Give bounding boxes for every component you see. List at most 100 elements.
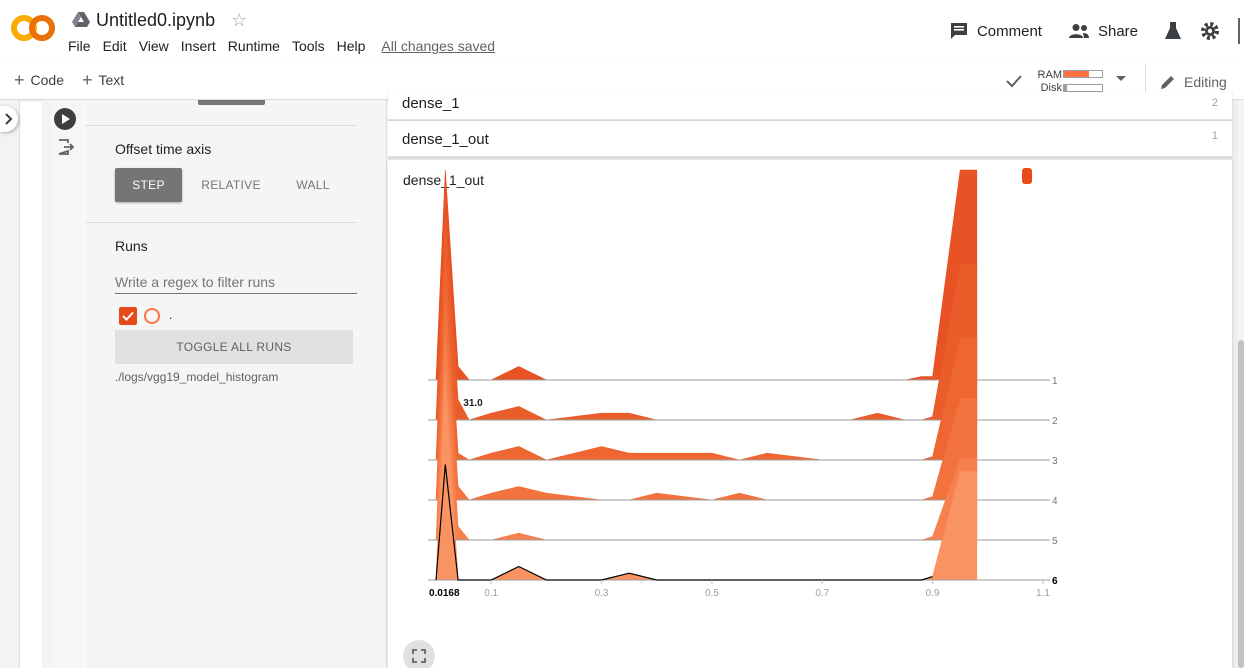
divider	[85, 222, 357, 223]
x-tick-label: 0.7	[815, 588, 829, 599]
histogram-step-2	[435, 209, 978, 421]
menu-tools[interactable]: Tools	[291, 38, 325, 54]
menu-file[interactable]: File	[68, 38, 91, 54]
x-tick-label: 0.3	[595, 588, 609, 599]
histogram-step-1	[435, 169, 978, 381]
tag-name: dense_1	[402, 95, 460, 112]
scrolled-control[interactable]	[198, 100, 265, 105]
step-label: 6	[1052, 576, 1058, 587]
run-name: .	[169, 308, 173, 322]
ram-bar-fill	[1064, 71, 1089, 77]
scrollbar-thumb[interactable]	[1238, 340, 1244, 668]
step-label: 2	[1052, 416, 1058, 427]
plus-icon: +	[14, 70, 25, 90]
menu-edit[interactable]: Edit	[102, 38, 127, 54]
offset-mode-step[interactable]: STEP	[115, 168, 182, 202]
step-label: 4	[1052, 496, 1058, 507]
check-icon	[122, 311, 134, 321]
hover-outline	[435, 464, 933, 581]
header: Untitled0.ipynb ☆ File Edit View Insert …	[0, 0, 1244, 64]
tensorboard-sidebar: Offset time axis STEP RELATIVE WALL Runs…	[85, 100, 387, 668]
disk-bar-fill	[1064, 85, 1068, 91]
fullscreen-button[interactable]	[403, 640, 435, 668]
tag-row-dense-1[interactable]: dense_1 2	[388, 92, 1232, 120]
disk-bar	[1063, 84, 1103, 92]
share-button[interactable]: Share	[1068, 23, 1138, 40]
step-label: 5	[1052, 536, 1058, 547]
gear-icon[interactable]	[1200, 21, 1220, 41]
histogram-backdrop-step-4	[436, 290, 977, 500]
cell-border	[42, 100, 50, 668]
notebook-title[interactable]: Untitled0.ipynb	[96, 9, 216, 30]
step-label: 1	[1052, 376, 1058, 387]
resource-monitor[interactable]: RAM Disk	[1006, 69, 1130, 95]
drive-icon	[72, 12, 90, 27]
histogram-step-3	[435, 249, 978, 461]
menu-bar: File Edit View Insert Runtime Tools Help…	[68, 38, 495, 54]
editing-label: Editing	[1184, 73, 1227, 90]
comment-button[interactable]: Comment	[949, 21, 1042, 41]
tag-count: 1	[1211, 130, 1218, 142]
plus-icon: +	[82, 70, 93, 90]
histogram-step-6	[435, 369, 978, 581]
run-checkbox[interactable]	[119, 307, 137, 325]
x-tick-label: 0.5	[705, 588, 719, 599]
chevron-down-icon[interactable]	[1116, 76, 1126, 81]
menu-insert[interactable]: Insert	[180, 38, 216, 54]
add-code-label: Code	[30, 72, 64, 88]
add-text-button[interactable]: + Text	[82, 70, 125, 90]
save-status[interactable]: All changes saved	[381, 38, 496, 54]
output-menu-icon[interactable]	[57, 138, 75, 161]
tag-name: dense_1_out	[402, 131, 489, 148]
comment-label: Comment	[976, 22, 1042, 40]
offset-mode-relative[interactable]: RELATIVE	[201, 178, 261, 192]
divider	[85, 125, 357, 126]
tag-row-dense-1-out[interactable]: dense_1_out 1	[388, 121, 1232, 157]
histogram-backdrop-step-6	[436, 370, 977, 580]
share-label: Share	[1097, 22, 1138, 40]
account-button[interactable]	[1238, 18, 1244, 44]
check-icon	[1006, 75, 1022, 88]
cell-gutter	[50, 100, 84, 668]
people-icon	[1068, 24, 1089, 38]
expand-side-panel-button[interactable]	[0, 106, 18, 132]
log-directory: ./logs/vgg19_model_histogram	[115, 370, 279, 384]
menu-runtime[interactable]: Runtime	[227, 38, 280, 54]
comment-icon	[950, 23, 967, 39]
run-color-legend	[1022, 168, 1032, 184]
offset-mode-wall[interactable]: WALL	[296, 178, 330, 192]
histogram-step-4	[435, 289, 978, 501]
runs-title: Runs	[115, 238, 148, 254]
page-scrollbar[interactable]	[1238, 100, 1244, 668]
star-icon[interactable]: ☆	[231, 10, 248, 30]
run-cell-button[interactable]	[54, 108, 76, 130]
menu-help[interactable]: Help	[336, 38, 366, 54]
histogram-backdrop-step-5	[436, 330, 977, 540]
histogram-backdrop-step-3	[436, 250, 977, 460]
hover-value-label: 31.0	[463, 398, 483, 409]
flask-icon[interactable]	[1164, 21, 1182, 41]
disk-label: Disk	[1040, 82, 1062, 94]
ram-bar	[1063, 70, 1103, 78]
menu-view[interactable]: View	[138, 38, 169, 54]
x-tick-label: 1.1	[1036, 588, 1050, 599]
colab-logo-icon[interactable]	[10, 12, 56, 44]
histogram-backdrop-step-2	[436, 210, 977, 420]
play-icon	[62, 114, 70, 124]
pencil-icon	[1161, 75, 1174, 89]
run-filter-input[interactable]	[115, 270, 357, 294]
side-panel-gutter	[0, 100, 20, 668]
card-title: dense_1_out	[403, 172, 484, 188]
run-color-swatch[interactable]	[144, 308, 160, 324]
add-text-label: Text	[98, 72, 125, 88]
toggle-all-runs-button[interactable]: TOGGLE ALL RUNS	[115, 330, 353, 364]
histogram-backdrop-step-1	[436, 170, 977, 380]
editing-mode-button[interactable]: Editing	[1145, 64, 1227, 99]
tag-count: 2	[1211, 97, 1218, 109]
x-tick-label: 0.1	[484, 588, 498, 599]
chevron-right-icon	[5, 113, 13, 125]
histogram-step-5	[435, 329, 978, 541]
add-code-button[interactable]: + Code	[14, 70, 64, 90]
